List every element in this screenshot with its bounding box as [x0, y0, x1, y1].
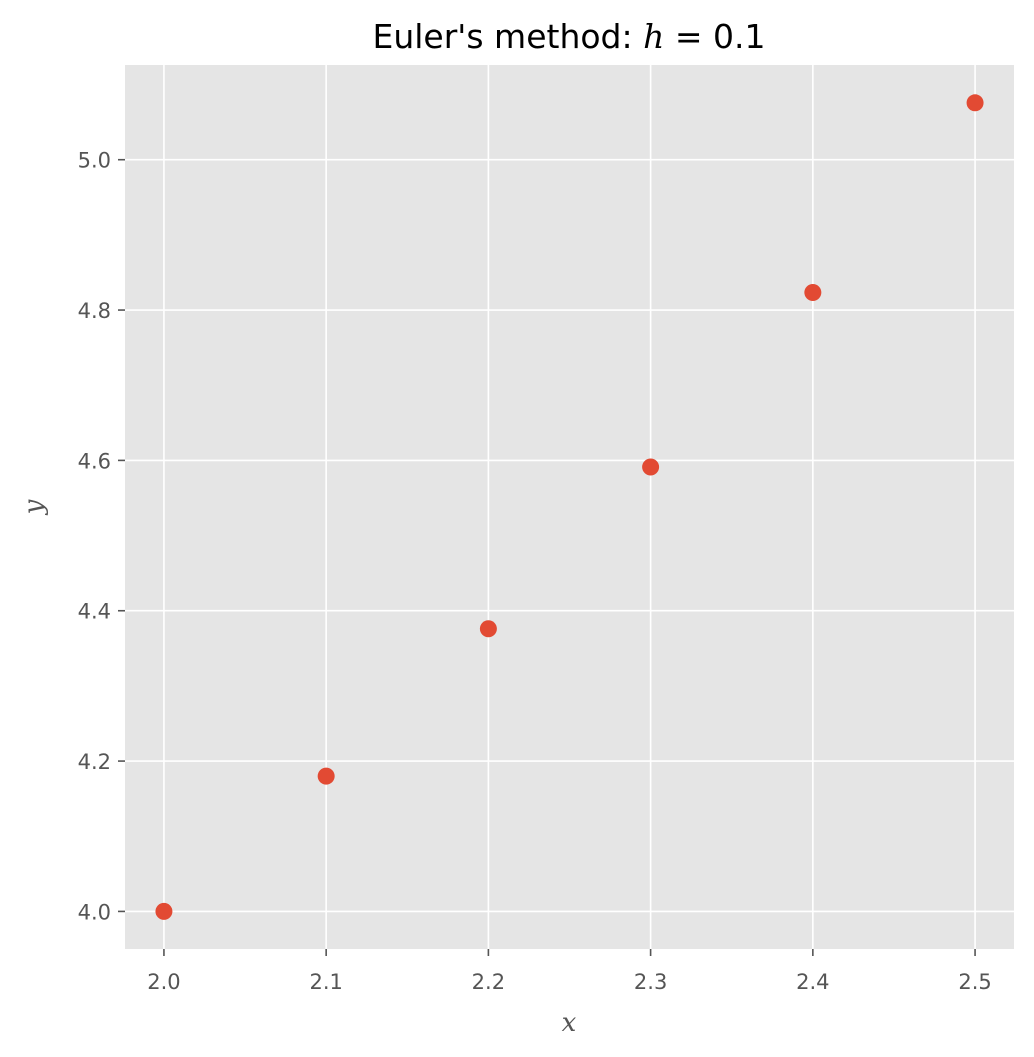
data-point [317, 767, 335, 785]
data-point [155, 902, 173, 920]
y-tick-label: 4.2 [78, 750, 111, 774]
plot-background [125, 65, 1014, 949]
data-point [966, 94, 984, 112]
data-point [642, 458, 660, 476]
x-tick-label: 2.1 [309, 970, 342, 994]
y-tick-label: 4.8 [78, 299, 111, 323]
x-tick-label: 2.0 [147, 970, 180, 994]
x-axis-label: x [562, 1008, 577, 1038]
data-point [479, 620, 497, 638]
y-axis-label: y [19, 499, 49, 515]
grid [125, 65, 1014, 949]
chart-title: Euler's method: h = 0.1 [373, 17, 766, 56]
y-tick-label: 4.0 [78, 900, 111, 924]
x-tick-label: 2.4 [796, 970, 829, 994]
x-tick-label: 2.5 [958, 970, 991, 994]
y-tick-label: 4.4 [78, 600, 111, 624]
x-tick-label: 2.2 [472, 970, 505, 994]
data-point [804, 283, 822, 301]
y-tick-label: 4.6 [78, 449, 111, 473]
ticks: 2.0 2.1 2.2 2.3 2.4 2.5 4.0 4.2 4.4 4.6 4.8 5.0 [78, 149, 992, 994]
x-tick-label: 2.3 [634, 970, 667, 994]
y-tick-label: 5.0 [78, 149, 111, 173]
data-points [155, 94, 984, 920]
